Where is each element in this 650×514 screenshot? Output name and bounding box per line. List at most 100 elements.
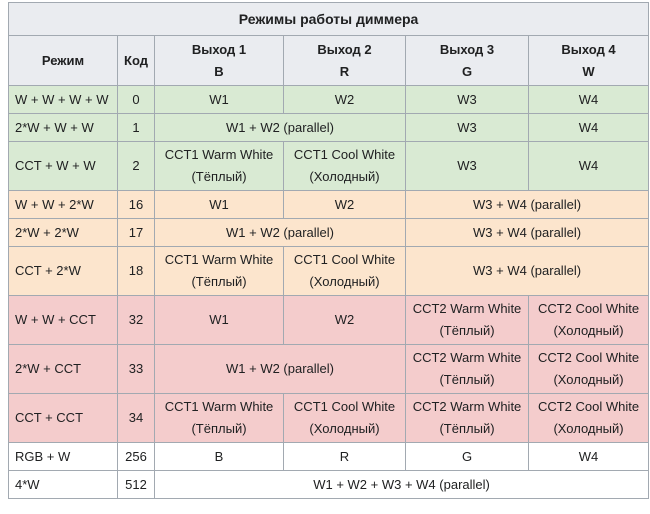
line: (Тёплый) bbox=[191, 421, 247, 436]
row: CCT + W + W 2 CCT1 Warm White (Тёплый) CCT1 … bbox=[8, 141, 650, 191]
line: CCT2 Warm White bbox=[412, 301, 522, 316]
row: W + W + 2*W 16 W1 W2 W3 + W4 (parallel) bbox=[8, 190, 650, 219]
cell: 34 bbox=[117, 393, 155, 443]
cell: W2 bbox=[283, 85, 406, 114]
line: CCT1 Cool White bbox=[293, 252, 396, 267]
cell: R bbox=[283, 442, 406, 471]
header-cell: Код bbox=[117, 35, 155, 86]
cell: CCT1 Warm White (Тёплый) bbox=[154, 141, 284, 191]
cell: CCT1 Cool White (Холодный) bbox=[283, 246, 406, 296]
line: (Холодный) bbox=[553, 323, 624, 338]
row: 2*W + 2*W 17 W1 + W2 (parallel) W3 + W4 (pa… bbox=[8, 218, 650, 247]
line: (Холодный) bbox=[309, 274, 380, 289]
cell: W + W + CCT bbox=[8, 295, 118, 345]
cell: 33 bbox=[117, 344, 155, 394]
cell: W1 bbox=[154, 190, 284, 219]
row: 4*W 512 W1 + W2 + W3 + W4 (parallel) bbox=[8, 470, 650, 499]
cell: 0 bbox=[117, 85, 155, 114]
header-cell: Выход 3 G bbox=[405, 35, 529, 86]
line: G bbox=[461, 63, 473, 79]
line: Выход 1 bbox=[191, 41, 247, 57]
row: CCT + 2*W 18 CCT1 Warm White (Тёплый) CCT1 C… bbox=[8, 246, 650, 296]
cell: W3 + W4 (parallel) bbox=[404, 246, 650, 296]
row: 2*W + W + W 1 W1 + W2 (parallel) W3 W4 bbox=[8, 113, 650, 142]
cell: W3 + W4 (parallel) bbox=[404, 218, 650, 247]
cell: W4 bbox=[527, 141, 650, 191]
cell: 2*W + 2*W bbox=[8, 218, 118, 247]
row: RGB + W 256 B R G W4 bbox=[8, 442, 650, 471]
header-cell: Выход 2 R bbox=[283, 35, 406, 86]
line: CCT1 Warm White bbox=[164, 147, 274, 162]
cell: G bbox=[405, 442, 529, 471]
cell: CCT1 Cool White (Холодный) bbox=[283, 141, 406, 191]
cell: CCT2 Warm White (Тёплый) bbox=[405, 393, 529, 443]
cell: W1 bbox=[154, 295, 284, 345]
cell: 17 bbox=[117, 218, 155, 247]
line: Выход 2 bbox=[317, 41, 372, 57]
cell: W + W + W + W bbox=[8, 85, 118, 114]
cell: 16 bbox=[117, 190, 155, 219]
cell: CCT1 Warm White (Тёплый) bbox=[154, 393, 284, 443]
cell: 2*W + W + W bbox=[8, 113, 118, 142]
cell: CCT2 Warm White (Тёплый) bbox=[405, 344, 529, 394]
cell: B bbox=[154, 442, 284, 471]
caption: Режимы работы диммера bbox=[7, 2, 650, 36]
cell: CCT2 Cool White (Холодный) bbox=[527, 344, 650, 394]
line: (Холодный) bbox=[553, 372, 624, 387]
cell: W4 bbox=[527, 85, 650, 114]
line: CCT2 Cool White bbox=[537, 350, 640, 365]
header-cell: Выход 1 B bbox=[154, 35, 284, 86]
cell: CCT2 Cool White (Холодный) bbox=[527, 393, 650, 443]
cell: CCT1 Warm White (Тёплый) bbox=[154, 246, 284, 296]
cell: W3 bbox=[405, 85, 529, 114]
cell: CCT1 Cool White (Холодный) bbox=[283, 393, 406, 443]
cell: W3 + W4 (parallel) bbox=[404, 190, 650, 219]
line: Выход 3 bbox=[439, 41, 495, 57]
line: CCT2 Warm White bbox=[412, 350, 522, 365]
row: W + W + CCT 32 W1 W2 CCT2 Warm White (Тёплый)… bbox=[8, 295, 650, 345]
header-cell: Выход 4 W bbox=[527, 35, 650, 86]
line: Выход 4 bbox=[561, 41, 616, 57]
line: (Тёплый) bbox=[191, 169, 247, 184]
line: CCT1 Warm White bbox=[164, 252, 274, 267]
cell: W1 bbox=[154, 85, 284, 114]
line: (Холодный) bbox=[309, 169, 380, 184]
dimmer-table: Режимы работы диммера Режим Код Выход 1 B… bbox=[7, 2, 650, 499]
cell: W3 bbox=[405, 113, 529, 142]
line: CCT1 Cool White bbox=[293, 399, 396, 414]
cell: CCT + W + W bbox=[8, 141, 118, 191]
cell: 1 bbox=[117, 113, 155, 142]
cell: CCT + CCT bbox=[8, 393, 118, 443]
cell: W3 bbox=[405, 141, 529, 191]
line: (Холодный) bbox=[309, 421, 380, 436]
line: CCT2 Cool White bbox=[537, 399, 640, 414]
line: (Холодный) bbox=[553, 421, 624, 436]
cell: RGB + W bbox=[8, 442, 118, 471]
cell: 32 bbox=[117, 295, 155, 345]
cell: 512 bbox=[117, 470, 155, 499]
cell: W4 bbox=[527, 113, 650, 142]
cell: 4*W bbox=[8, 470, 118, 499]
cell: 2 bbox=[117, 141, 155, 191]
line: B bbox=[214, 63, 224, 79]
cell: CCT2 Warm White (Тёплый) bbox=[405, 295, 529, 345]
line: CCT2 Warm White bbox=[412, 399, 522, 414]
cell: 2*W + CCT bbox=[8, 344, 118, 394]
row: W + W + W + W 0 W1 W2 W3 W4 bbox=[8, 85, 650, 114]
cell: W2 bbox=[283, 295, 406, 345]
cell: W1 + W2 (parallel) bbox=[154, 344, 406, 394]
cell: CCT2 Cool White (Холодный) bbox=[527, 295, 650, 345]
line: (Тёплый) bbox=[191, 274, 247, 289]
cell: 18 bbox=[117, 246, 155, 296]
row: CCT + CCT 34 CCT1 Warm White (Тёплый) CCT1 C… bbox=[8, 393, 650, 443]
cell: W + W + 2*W bbox=[8, 190, 118, 219]
line: CCT1 Warm White bbox=[164, 399, 274, 414]
cell: W1 + W2 (parallel) bbox=[154, 113, 406, 142]
line: CCT2 Cool White bbox=[537, 301, 640, 316]
cell: CCT + 2*W bbox=[8, 246, 118, 296]
cell: W4 bbox=[527, 442, 650, 471]
cell: W1 + W2 + W3 + W4 (parallel) bbox=[153, 470, 650, 499]
line: (Тёплый) bbox=[439, 323, 495, 338]
cell: 256 bbox=[117, 442, 155, 471]
